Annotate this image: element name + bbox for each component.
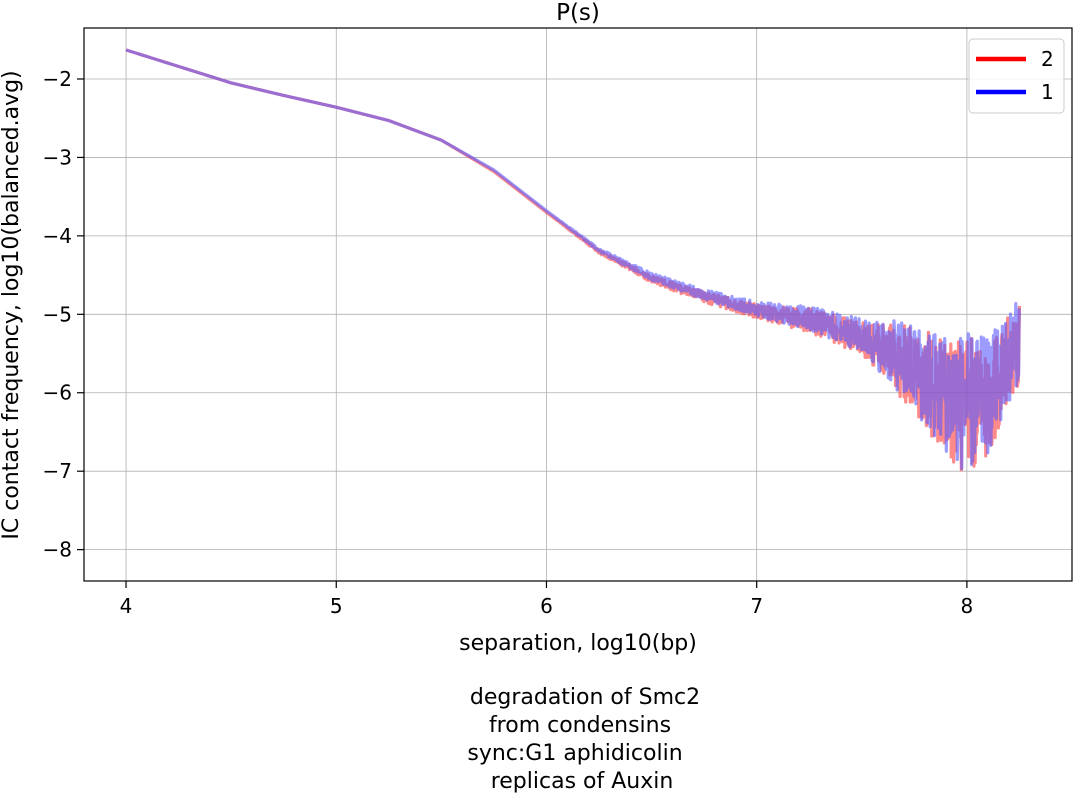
y-tick-label: −6 [43,381,72,405]
series-line-1 [124,48,1022,471]
legend-label-series-1: 1 [1041,80,1054,104]
x-axis-label: separation, log10(bp) [459,631,697,656]
y-tick-label: −4 [43,224,72,248]
y-tick-label: −5 [43,302,72,326]
caption-line-1: degradation of Smc2 [470,685,700,710]
legend: 2 1 [968,38,1065,114]
x-tick-label: 5 [330,594,343,618]
y-tick-label: −2 [43,67,72,91]
x-tick-label: 6 [540,594,553,618]
y-axis-ticks: −2 −3 −4 −5 −6 −7 −8 [43,67,84,562]
y-axis-label: IC contact frequency, log10(balanced.avg… [0,70,24,539]
legend-label-series-2: 2 [1041,47,1054,71]
grid [84,28,1072,581]
x-tick-label: 7 [750,594,763,618]
y-tick-label: −8 [43,538,72,562]
x-tick-label: 8 [961,594,974,618]
y-tick-label: −7 [43,459,72,483]
series-line-2 [124,48,1022,472]
series-layer [124,48,1022,472]
plot-frame [83,27,1073,582]
chart-caption: degradation of Smc2 from condensins sync… [467,685,700,794]
y-tick-label: −3 [43,145,72,169]
caption-line-4: replicas of Auxin [491,769,674,794]
x-tick-label: 4 [120,594,133,618]
caption-line-3: sync:G1 aphidicolin [467,741,682,766]
x-axis-ticks: 4 5 6 7 8 [120,581,974,618]
chart-title: P(s) [556,0,600,26]
caption-line-2: from condensins [489,713,671,738]
